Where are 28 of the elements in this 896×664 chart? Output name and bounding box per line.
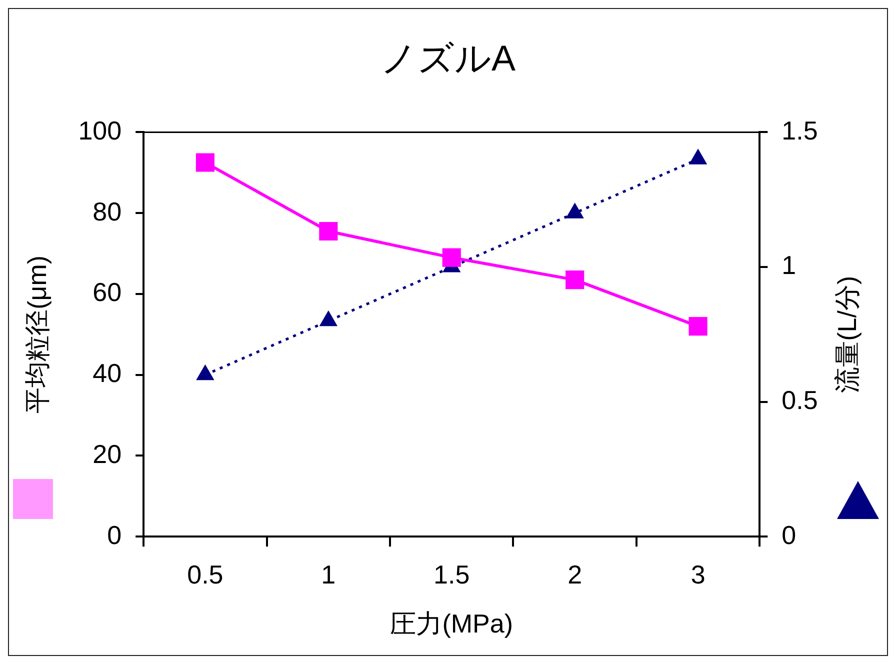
x-tick-label: 1.5 (434, 559, 470, 590)
point (319, 222, 338, 241)
x-axis-title: 圧力(MPa) (390, 608, 514, 639)
point (196, 153, 214, 172)
y2-tick-label: 0 (782, 520, 796, 550)
y-tick-label: 80 (92, 196, 122, 226)
point (690, 150, 706, 164)
y-tick-label: 60 (92, 277, 122, 308)
y2-axis-title: 流量(L/分) (832, 276, 862, 393)
point (688, 317, 708, 336)
y-tick-label: 40 (92, 358, 122, 388)
y-axis-title: 平均粒径(μm) (22, 255, 52, 414)
chart-title: ノズルA (380, 38, 516, 79)
x-tick-label: 1 (321, 559, 336, 590)
point (197, 366, 214, 380)
y-tick-label: 0 (107, 520, 122, 550)
point (566, 270, 584, 290)
y2-tick-label: 1.5 (782, 115, 818, 146)
point (320, 312, 337, 326)
y-tick-label: 100 (78, 115, 122, 146)
y2-tick-label: 1 (782, 250, 796, 280)
y-tick-label: 20 (92, 438, 122, 469)
y2-tick-label: 0.5 (782, 384, 818, 415)
x-tick-label: 0.5 (187, 559, 224, 590)
point (566, 204, 584, 218)
point (442, 248, 461, 267)
x-tick-label: 3 (690, 559, 706, 590)
x-tick-label: 2 (568, 559, 582, 590)
